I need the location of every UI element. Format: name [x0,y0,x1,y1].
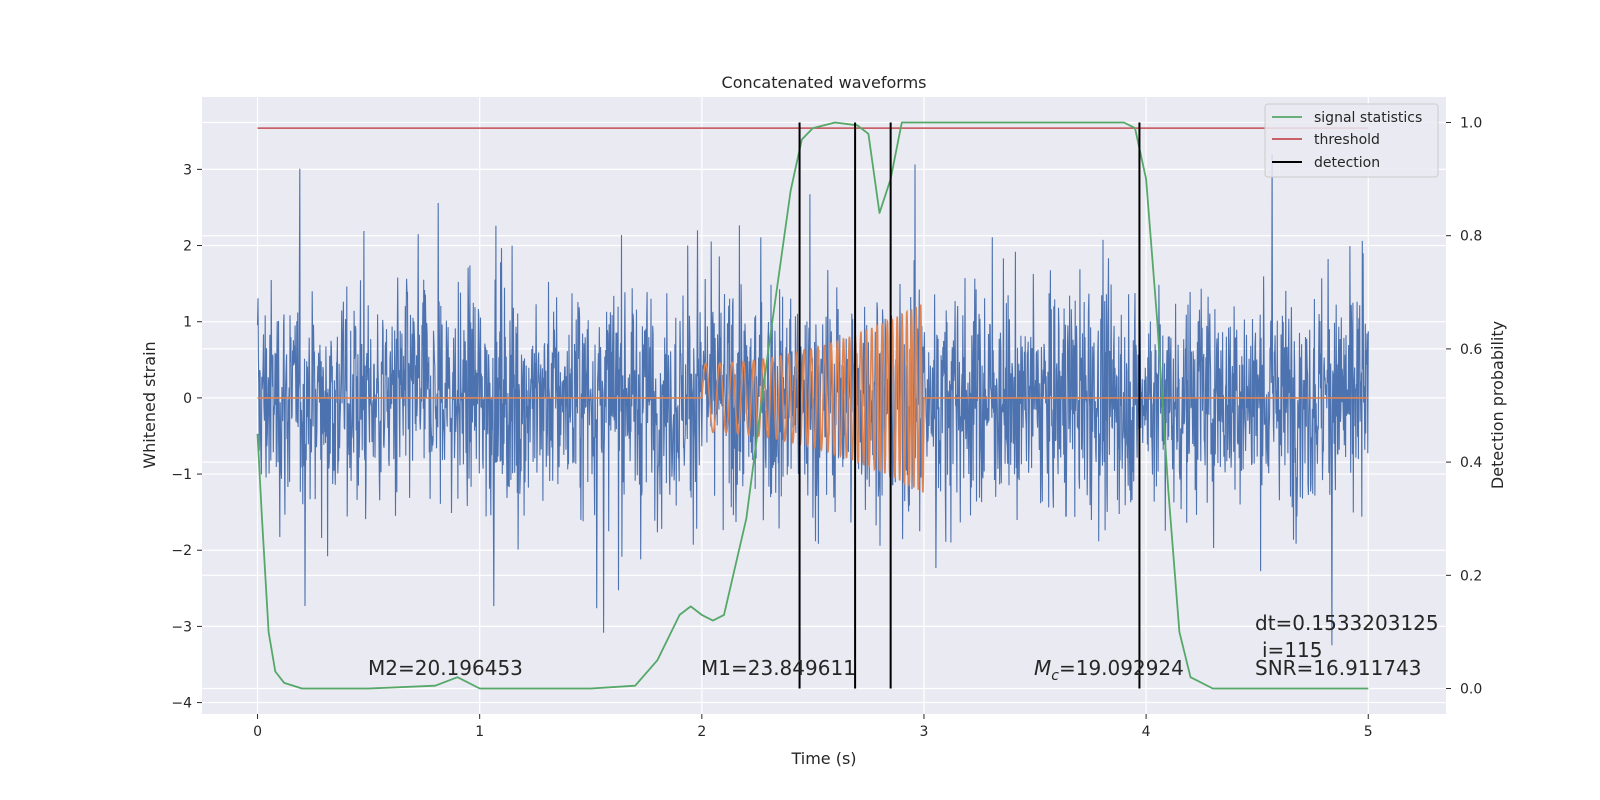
strain-line [256,154,1369,646]
x-tick-label: 4 [1142,724,1151,740]
y-tick-label: −4 [171,696,192,712]
legend-box [1264,103,1439,178]
chart-title: Concatenated waveforms [722,73,927,92]
x-tick-label: 1 [475,724,484,740]
x-tick-label: 2 [697,724,706,740]
whitened-strain-series [256,154,1369,646]
template-series [257,304,1369,493]
annotation-mc-symbol: M [1034,656,1051,680]
annotation-i: i=115 [1262,638,1323,662]
legend: signal statistics threshold detection [1264,103,1439,178]
annotation-m1: M1=23.849611 [701,656,856,680]
annotation-mc-sub: c [1051,668,1059,684]
y-tick-label: −3 [171,619,192,635]
y-axis-ticks: −4 −3 −2 −1 0 1 2 3 [171,162,202,712]
y-tick-label: 3 [183,162,192,178]
right-y-tick-label: 0.6 [1460,342,1482,358]
y-tick-label: −2 [171,543,192,559]
annotation-snr: SNR=16.911743 [1255,656,1421,680]
y-tick-label: −1 [171,467,192,483]
y-tick-label: 2 [183,239,192,255]
y-axis-label: Whitened strain [140,341,159,468]
detection-lines [798,122,1141,689]
template-line [257,304,1369,493]
annotation-m2: M2=20.196453 [368,656,523,680]
signal-statistics-series [256,121,1369,690]
x-axis-ticks: 0 1 2 3 4 5 [253,714,1373,740]
x-tick-label: 3 [920,724,929,740]
legend-label-signal-statistics: signal statistics [1314,110,1422,126]
legend-label-detection: detection [1314,155,1380,171]
x-tick-label: 0 [253,724,262,740]
x-tick-label: 5 [1364,724,1373,740]
x-axis-label: Time (s) [790,749,856,768]
right-y-tick-label: 0.8 [1460,229,1482,245]
right-y-axis-ticks: 0.0 0.2 0.4 0.6 0.8 1.0 [1446,115,1482,698]
y-tick-label: 0 [183,391,192,407]
right-y-tick-label: 0.4 [1460,455,1482,471]
signal-statistics-line [256,121,1369,690]
annotation-mc: Mc=19.092924 [1034,656,1184,684]
legend-label-threshold: threshold [1314,132,1380,148]
right-y-tick-label: 1.0 [1460,115,1482,131]
annotation-dt: dt=0.1533203125 [1255,611,1439,635]
right-y-tick-label: 0.2 [1460,568,1482,584]
right-y-axis-label: Detection probability [1488,321,1507,489]
right-y-tick-label: 0.0 [1460,682,1482,698]
annotation-mc-value: =19.092924 [1059,656,1184,680]
y-tick-label: 1 [183,315,192,331]
